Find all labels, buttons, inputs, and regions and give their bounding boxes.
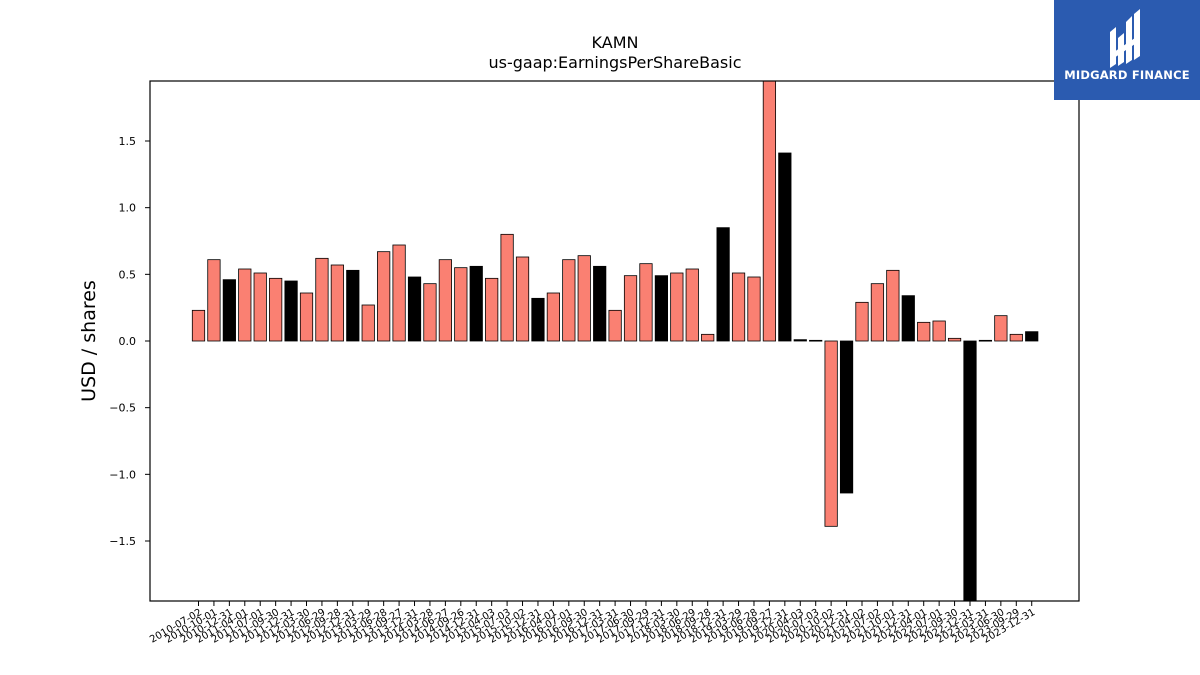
- bar-2021-10-01: [886, 269, 900, 342]
- bar-2017-12-31: [654, 275, 669, 342]
- y-tick-label: 1.5: [119, 135, 137, 148]
- logo-mark-icon: [1110, 9, 1140, 68]
- bar-2012-09-28: [330, 264, 344, 342]
- bar-2018-12-31: [716, 227, 730, 342]
- bar-2016-04-01: [546, 292, 560, 342]
- bar-2013-06-28: [377, 251, 391, 342]
- bar-2023-12-31: [1025, 331, 1039, 342]
- bar-2013-12-31: [407, 276, 422, 342]
- bar-2022-09-30: [947, 337, 962, 342]
- bar-2019-03-29: [731, 272, 746, 342]
- bar-2015-10-02: [515, 256, 530, 342]
- y-tick-label: 1.0: [119, 202, 137, 215]
- y-tick-label: −1.0: [109, 468, 136, 481]
- bar-2021-04-02: [855, 301, 869, 342]
- bar-2018-06-29: [685, 268, 699, 342]
- midgard-finance-logo: MIDGARD FINANCE: [1054, 0, 1200, 100]
- chart-subtitle: us-gaap:EarningsPerShareBasic: [488, 53, 741, 72]
- bar-2022-07-01: [932, 320, 946, 342]
- bar-2019-09-27: [762, 81, 777, 342]
- y-tick-label: 0.0: [119, 335, 137, 348]
- bar-2020-04-03: [793, 339, 807, 342]
- bar-2011-12-31: [284, 280, 298, 342]
- bar-2018-03-30: [670, 272, 684, 342]
- bar-2012-06-29: [315, 257, 329, 342]
- plot-frame: [149, 80, 1080, 602]
- bar-2015-12-31: [531, 297, 545, 342]
- bar-2019-06-28: [747, 276, 761, 342]
- bar-2022-12-31: [963, 340, 977, 601]
- chart-title: KAMN: [592, 33, 639, 52]
- bar-2010-10-01: [207, 259, 221, 342]
- logo-text: MIDGARD FINANCE: [1064, 68, 1190, 82]
- bar-2013-09-27: [392, 244, 406, 342]
- bar-2012-12-31: [346, 269, 360, 342]
- bar-2022-04-01: [917, 321, 931, 342]
- bar-2017-03-31: [608, 309, 622, 342]
- bar-2021-12-31: [901, 295, 915, 342]
- bar-2014-06-27: [438, 259, 452, 342]
- bar-2016-07-01: [562, 259, 576, 342]
- bar-2017-09-29: [639, 263, 653, 342]
- bar-2019-12-31: [778, 152, 792, 342]
- bar-2023-06-30: [994, 315, 1008, 342]
- bar-2021-07-02: [870, 283, 885, 342]
- y-tick-label: 0.5: [119, 268, 137, 281]
- bar-2020-07-03: [809, 339, 823, 342]
- bar-2016-09-30: [577, 255, 591, 342]
- bar-2013-03-29: [361, 304, 375, 342]
- bar-2010-07-02: [191, 309, 206, 342]
- bar-2020-10-02: [824, 340, 838, 527]
- x-axis-ticks: 2010-07-022010-10-012010-12-312011-04-01…: [148, 601, 1037, 646]
- bar-2011-09-30: [269, 277, 283, 342]
- y-axis-label: USD / shares: [78, 280, 100, 402]
- bars-group: [191, 81, 1039, 601]
- bar-2012-03-30: [299, 292, 314, 342]
- bar-2015-04-03: [485, 277, 499, 342]
- bar-2011-04-01: [238, 268, 252, 342]
- bar-2016-12-31: [593, 265, 607, 342]
- y-axis-ticks: −1.5 −1.0 −0.5 0.0 0.5 1.0 1.5: [109, 135, 150, 548]
- bar-2014-03-28: [423, 283, 437, 342]
- bar-2017-06-30: [623, 275, 638, 342]
- bar-2020-12-31: [839, 340, 854, 494]
- bar-2014-09-26: [454, 267, 468, 342]
- bar-2023-09-29: [1009, 333, 1023, 342]
- bar-2015-07-03: [500, 233, 514, 342]
- bar-2011-07-01: [253, 272, 267, 342]
- y-tick-label: −1.5: [109, 535, 136, 548]
- y-tick-label: −0.5: [109, 402, 136, 415]
- bar-2018-09-28: [701, 333, 715, 342]
- bar-2023-03-31: [978, 339, 993, 342]
- bar-2010-12-31: [222, 279, 236, 342]
- bar-2014-12-31: [469, 265, 483, 342]
